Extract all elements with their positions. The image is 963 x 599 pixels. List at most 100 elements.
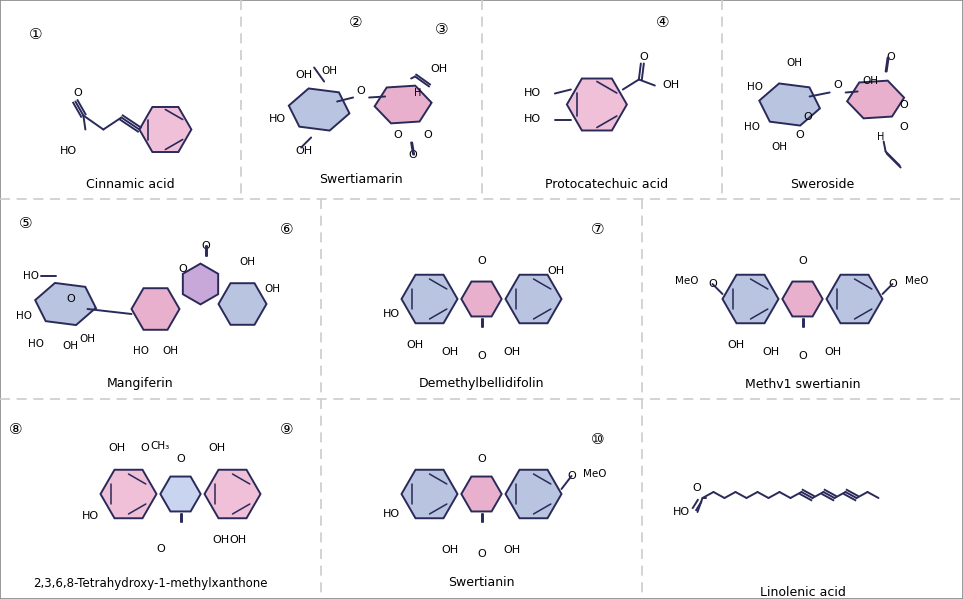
Polygon shape [289,89,350,131]
Polygon shape [219,283,267,325]
Text: H: H [414,87,422,98]
Text: O: O [477,351,486,361]
Text: OH: OH [430,65,448,74]
Text: Linolenic acid: Linolenic acid [760,585,846,598]
Polygon shape [722,275,778,323]
Text: OH: OH [296,69,313,80]
Text: O: O [888,279,897,289]
Text: HO: HO [269,114,286,125]
Text: OH: OH [212,535,229,545]
Text: O: O [356,86,366,96]
Polygon shape [567,78,627,131]
Text: H: H [877,132,884,143]
Text: HO: HO [746,81,763,92]
Text: Methv1 swertianin: Methv1 swertianin [744,377,860,391]
Text: O: O [477,454,486,464]
Text: ⑤: ⑤ [18,216,33,231]
Text: Protocatechuic acid: Protocatechuic acid [545,178,668,191]
Text: OH: OH [771,141,788,152]
Polygon shape [161,477,200,512]
Text: OH: OH [503,545,520,555]
Text: O: O [201,241,210,251]
Text: ③: ③ [435,22,449,37]
Text: Swertianin: Swertianin [448,576,515,588]
Text: OH: OH [787,58,802,68]
Text: O: O [178,264,187,274]
Text: O: O [176,454,185,464]
Text: OH: OH [63,341,79,351]
Polygon shape [506,470,561,518]
Polygon shape [782,282,822,316]
Text: O: O [803,111,812,122]
Text: OH: OH [441,347,458,357]
Text: HO: HO [743,122,760,132]
Text: Demethylbellidifolin: Demethylbellidifolin [419,377,544,391]
Text: O: O [477,256,486,266]
Text: OH: OH [503,347,520,357]
Text: OH: OH [441,545,458,555]
Text: OH: OH [296,147,313,156]
Text: O: O [886,53,895,62]
Text: Cinnamic acid: Cinnamic acid [86,178,174,191]
Text: O: O [394,129,403,140]
Text: O: O [66,294,75,304]
Text: HO: HO [673,507,690,517]
Text: OH: OH [80,334,95,344]
Text: HO: HO [133,346,148,356]
Text: 2,3,6,8-Tetrahydroxy-1-methylxanthone: 2,3,6,8-Tetrahydroxy-1-methylxanthone [34,577,268,591]
Text: HO: HO [383,509,400,519]
Text: O: O [424,129,432,140]
Text: O: O [899,123,908,132]
Text: O: O [899,99,908,110]
Text: OH: OH [229,535,247,545]
Polygon shape [132,288,179,330]
Text: OH: OH [762,347,779,357]
Polygon shape [402,470,457,518]
Text: CH₃: CH₃ [150,441,169,451]
Polygon shape [506,275,561,323]
Text: MeO: MeO [584,469,607,479]
Text: ⑩: ⑩ [590,431,605,446]
Polygon shape [375,86,431,123]
Text: O: O [477,549,486,559]
Polygon shape [36,283,96,325]
Text: O: O [795,129,804,140]
Text: Mangiferin: Mangiferin [107,377,173,391]
Text: OH: OH [265,284,280,294]
Text: HO: HO [383,309,400,319]
Text: ⑦: ⑦ [590,222,605,237]
Text: Swertiamarin: Swertiamarin [320,173,403,186]
Text: Sweroside: Sweroside [791,178,855,191]
Text: MeO: MeO [904,276,928,286]
Text: HO: HO [60,147,77,156]
Text: HO: HO [524,89,541,98]
Text: O: O [639,52,648,62]
Polygon shape [140,107,192,152]
Text: OH: OH [406,340,423,350]
Text: ⑧: ⑧ [9,422,22,437]
Polygon shape [461,477,502,512]
Text: ④: ④ [656,15,669,30]
Polygon shape [204,470,261,518]
Text: OH: OH [321,66,337,77]
Text: ①: ① [29,27,42,42]
Text: OH: OH [727,340,744,350]
Text: O: O [798,256,807,266]
Text: O: O [833,80,842,89]
Text: ⑥: ⑥ [279,222,294,237]
Text: OH: OH [824,347,841,357]
Text: OH: OH [863,77,878,86]
Text: O: O [408,150,418,159]
Text: HO: HO [82,511,99,521]
Text: O: O [708,279,716,289]
Text: OH: OH [163,346,178,356]
Text: HO: HO [22,271,39,281]
Polygon shape [461,282,502,316]
Polygon shape [826,275,882,323]
Text: O: O [73,89,82,98]
Text: OH: OH [547,266,564,276]
Text: O: O [692,483,701,493]
Polygon shape [847,81,904,119]
Text: OH: OH [108,443,125,453]
Text: O: O [798,351,807,361]
